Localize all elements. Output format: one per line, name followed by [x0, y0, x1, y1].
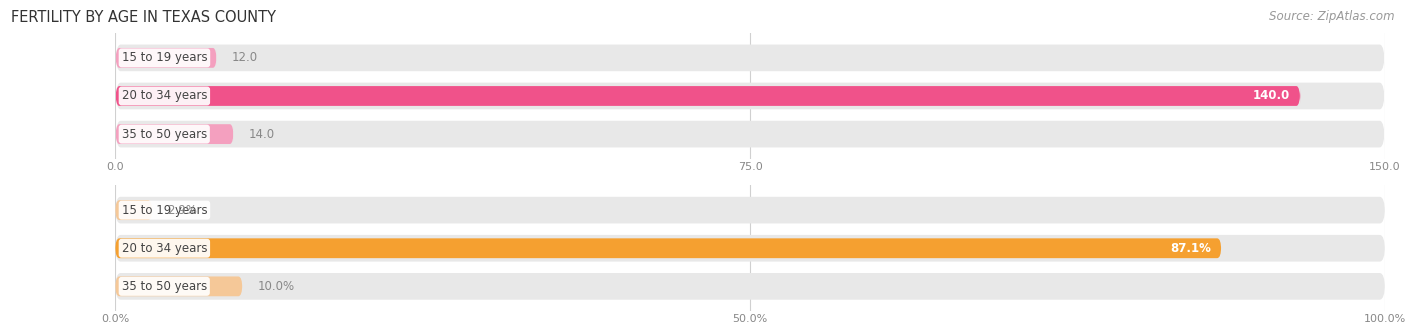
Text: 87.1%: 87.1% [1170, 242, 1211, 255]
Text: 35 to 50 years: 35 to 50 years [122, 128, 207, 141]
Text: 10.0%: 10.0% [257, 280, 295, 293]
Text: 35 to 50 years: 35 to 50 years [122, 280, 207, 293]
FancyBboxPatch shape [115, 276, 242, 296]
Text: 20 to 34 years: 20 to 34 years [122, 242, 207, 255]
Text: 14.0: 14.0 [249, 128, 276, 141]
FancyBboxPatch shape [115, 121, 1385, 147]
Text: FERTILITY BY AGE IN TEXAS COUNTY: FERTILITY BY AGE IN TEXAS COUNTY [11, 10, 276, 25]
FancyBboxPatch shape [115, 48, 217, 68]
Text: Source: ZipAtlas.com: Source: ZipAtlas.com [1270, 10, 1395, 23]
Text: 12.0: 12.0 [232, 51, 259, 64]
FancyBboxPatch shape [115, 238, 1222, 258]
FancyBboxPatch shape [115, 124, 233, 144]
FancyBboxPatch shape [115, 235, 1385, 261]
FancyBboxPatch shape [115, 83, 1385, 109]
FancyBboxPatch shape [115, 86, 1301, 106]
Text: 140.0: 140.0 [1253, 89, 1291, 103]
FancyBboxPatch shape [115, 197, 1385, 223]
Text: 15 to 19 years: 15 to 19 years [122, 51, 207, 64]
Text: 15 to 19 years: 15 to 19 years [122, 204, 207, 216]
FancyBboxPatch shape [115, 273, 1385, 300]
FancyBboxPatch shape [115, 45, 1385, 71]
Text: 20 to 34 years: 20 to 34 years [122, 89, 207, 103]
FancyBboxPatch shape [115, 200, 152, 220]
Text: 2.9%: 2.9% [167, 204, 197, 216]
